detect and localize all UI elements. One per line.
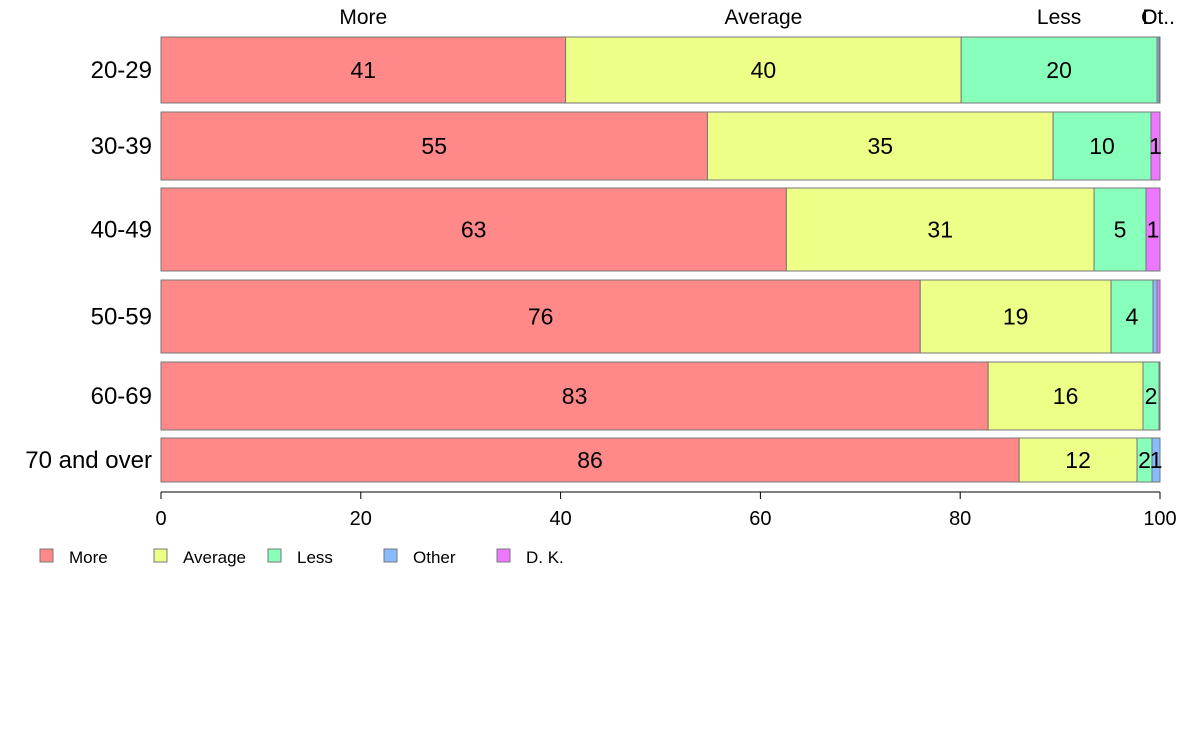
bar-segment <box>1156 279 1161 354</box>
data-label: 41 <box>351 57 377 83</box>
bar-segment <box>1018 437 1138 483</box>
bar-segment <box>160 111 708 181</box>
x-tick-label: 100 <box>1143 508 1176 530</box>
top-series-label: Less <box>1037 6 1081 29</box>
data-label: 12 <box>1065 447 1091 473</box>
bar-segment <box>919 279 1112 354</box>
data-label: 55 <box>421 133 447 159</box>
category-label: 20-29 <box>91 57 152 84</box>
top-series-label: More <box>339 6 387 29</box>
bar-segment <box>1158 361 1161 431</box>
legend-swatch <box>496 548 511 563</box>
bar-segment <box>1151 437 1161 483</box>
data-label: 31 <box>927 217 953 243</box>
data-label: 2 <box>1145 383 1158 409</box>
bar-segment <box>565 36 962 104</box>
data-label: 19 <box>1003 304 1029 330</box>
data-label: 1 <box>1147 217 1160 243</box>
data-label: 35 <box>867 133 893 159</box>
category-label: 70 and over <box>25 447 152 474</box>
bar-segment <box>160 187 787 272</box>
data-label: 83 <box>562 383 588 409</box>
data-label: 40 <box>751 57 777 83</box>
data-label: 63 <box>461 217 487 243</box>
x-tick-label: 0 <box>155 508 166 530</box>
x-tick-label: 20 <box>350 508 372 530</box>
bar-segment <box>160 279 921 354</box>
legend-label: More <box>69 548 108 567</box>
legend-swatch <box>383 548 398 563</box>
data-label: 4 <box>1126 304 1139 330</box>
legend-swatch <box>39 548 54 563</box>
legend-swatch <box>153 548 168 563</box>
top-series-label: D <box>1142 6 1157 29</box>
data-label: 76 <box>528 304 554 330</box>
data-label: 2 <box>1138 447 1151 473</box>
bar-segment <box>706 111 1054 181</box>
data-label: 16 <box>1053 383 1079 409</box>
bar-segment <box>1145 187 1161 272</box>
bar-segment <box>1150 111 1161 181</box>
legend-label: Average <box>183 548 246 567</box>
data-label: 1 <box>1150 447 1163 473</box>
bar-segment <box>1093 187 1147 272</box>
bar-segment <box>1052 111 1152 181</box>
legend-label: Less <box>297 548 333 567</box>
data-label: 5 <box>1114 217 1127 243</box>
legend-swatch <box>267 548 282 563</box>
bar-segment <box>1158 36 1161 104</box>
top-series-label: Ot.. <box>1141 6 1175 29</box>
data-label: 1 <box>1149 133 1162 159</box>
category-label: 60-69 <box>91 383 152 410</box>
x-tick-label: 80 <box>949 508 971 530</box>
bar-segment <box>1152 279 1158 354</box>
bar-segment <box>960 36 1158 104</box>
category-label: 50-59 <box>91 304 152 331</box>
data-label: 20 <box>1046 57 1072 83</box>
category-label: 40-49 <box>91 217 152 244</box>
bar-segment <box>785 187 1095 272</box>
category-label: 30-39 <box>91 133 152 160</box>
legend-label: Other <box>413 548 456 567</box>
bar-segment <box>160 36 567 104</box>
x-tick-label: 60 <box>749 508 771 530</box>
bar-segment <box>160 361 989 431</box>
bar-segment <box>987 361 1144 431</box>
data-label: 86 <box>577 447 603 473</box>
top-series-label: Average <box>724 6 802 29</box>
bar-segment <box>160 437 1020 483</box>
legend-label: D. K. <box>526 548 564 567</box>
data-label: 10 <box>1089 133 1115 159</box>
x-tick-label: 40 <box>549 508 571 530</box>
